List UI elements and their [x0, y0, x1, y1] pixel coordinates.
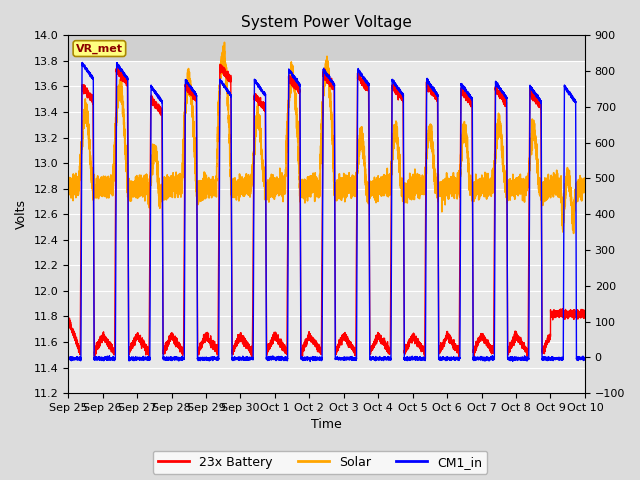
- CM1_in: [472, 357, 480, 362]
- Solar: [64, 191, 72, 197]
- CM1_in: [388, 133, 396, 139]
- Solar: [573, 180, 580, 186]
- 23x Battery: [581, 312, 589, 318]
- Text: VR_met: VR_met: [76, 43, 123, 54]
- Line: CM1_in: CM1_in: [68, 62, 585, 361]
- Solar: [581, 182, 589, 188]
- 23x Battery: [472, 338, 480, 344]
- Solar: [570, 230, 577, 236]
- CM1_in: [307, 359, 314, 364]
- Solar: [221, 39, 228, 45]
- Bar: [68, 36, 585, 61]
- CM1_in: [581, 356, 589, 362]
- 23x Battery: [202, 333, 210, 339]
- CM1_in: [381, 354, 388, 360]
- CM1_in: [64, 357, 72, 362]
- 23x Battery: [470, 355, 477, 361]
- Line: Solar: Solar: [68, 42, 585, 233]
- X-axis label: Time: Time: [311, 419, 342, 432]
- CM1_in: [79, 60, 86, 65]
- CM1_in: [94, 356, 102, 361]
- Solar: [380, 186, 388, 192]
- Title: System Power Voltage: System Power Voltage: [241, 15, 412, 30]
- Solar: [94, 177, 102, 182]
- Legend: 23x Battery, Solar, CM1_in: 23x Battery, Solar, CM1_in: [153, 451, 487, 474]
- CM1_in: [573, 337, 580, 343]
- Line: 23x Battery: 23x Battery: [68, 64, 585, 358]
- 23x Battery: [64, 313, 72, 319]
- 23x Battery: [573, 312, 580, 318]
- Y-axis label: Volts: Volts: [15, 199, 28, 229]
- CM1_in: [202, 356, 210, 361]
- Solar: [202, 189, 210, 194]
- Solar: [388, 151, 396, 157]
- 23x Battery: [388, 101, 396, 107]
- 23x Battery: [216, 61, 224, 67]
- Solar: [472, 181, 480, 187]
- 23x Battery: [94, 342, 102, 348]
- 23x Battery: [380, 343, 388, 348]
